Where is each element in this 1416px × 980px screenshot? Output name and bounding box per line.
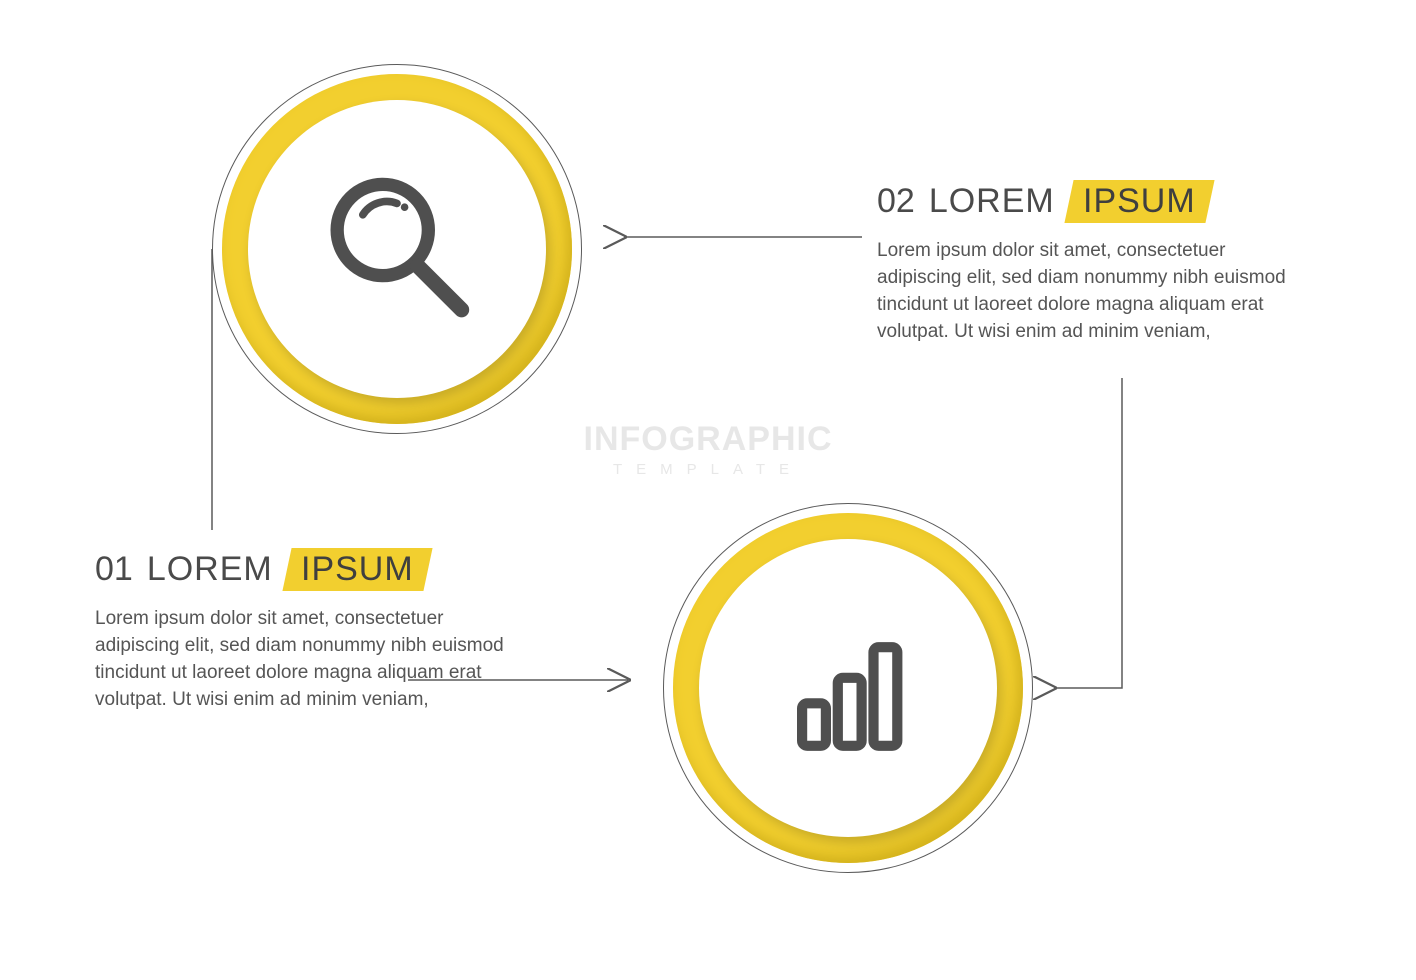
- text-block-02: 02 LOREM IPSUM Lorem ipsum dolor sit ame…: [877, 180, 1297, 345]
- step-title-badge: IPSUM: [282, 548, 432, 591]
- text-block-01: 01 LOREM IPSUM Lorem ipsum dolor sit ame…: [95, 548, 515, 713]
- text-heading: 02 LOREM IPSUM: [877, 180, 1297, 223]
- step-number: 01: [95, 550, 133, 589]
- step-body: Lorem ipsum dolor sit amet, consectetuer…: [877, 237, 1297, 345]
- step-number: 02: [877, 182, 915, 221]
- bar-chart-icon: [763, 603, 933, 773]
- connector-elbow-right-down: [1054, 378, 1122, 688]
- infographic-stage: INFOGRAPHIC TEMPLATE 01 LOREM IPSUM: [0, 0, 1416, 980]
- step-title-word: LOREM: [929, 182, 1055, 221]
- step-title-word: LOREM: [147, 550, 273, 589]
- step-body: Lorem ipsum dolor sit amet, consectetuer…: [95, 605, 515, 713]
- step-title-badge: IPSUM: [1064, 180, 1214, 223]
- node-chart: [663, 503, 1033, 873]
- connector-lines: [0, 0, 1416, 980]
- text-heading: 01 LOREM IPSUM: [95, 548, 515, 591]
- node-search: [212, 64, 582, 434]
- magnifier-icon: [302, 154, 492, 344]
